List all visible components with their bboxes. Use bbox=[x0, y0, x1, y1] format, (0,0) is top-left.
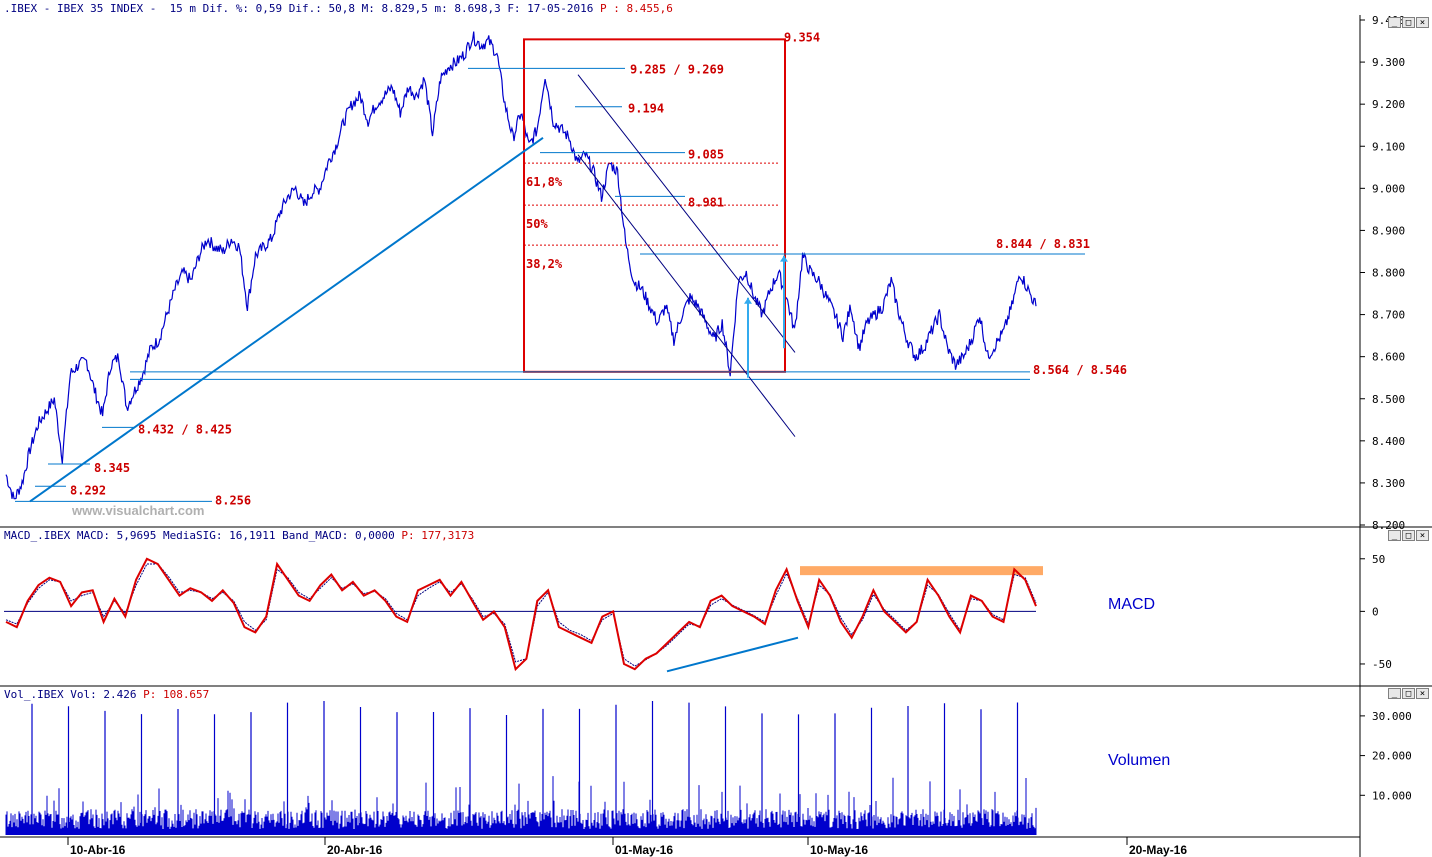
uptrend-line bbox=[29, 137, 544, 503]
level-label: 8.256 bbox=[215, 493, 251, 507]
vol-minimize-button[interactable]: _ bbox=[1388, 688, 1401, 699]
price-y-tick-label: 9.100 bbox=[1372, 140, 1405, 153]
price-y-tick-label: 8.200 bbox=[1372, 519, 1405, 532]
fib-label: 38,2% bbox=[526, 257, 563, 271]
macd-panel-label: MACD bbox=[1108, 596, 1156, 613]
price-y-tick-label: 8.500 bbox=[1372, 393, 1405, 406]
arrow-head bbox=[744, 297, 752, 304]
macd-y-tick-label: -50 bbox=[1372, 658, 1392, 671]
volume-panel-label: Volumen bbox=[1108, 752, 1171, 769]
date-label: 20-Abr-16 bbox=[327, 843, 383, 857]
date-label: 20-May-16 bbox=[1129, 843, 1187, 857]
volume-y-tick-label: 30.000 bbox=[1372, 710, 1412, 723]
level-label: 8.292 bbox=[70, 483, 106, 497]
level-label: 9.194 bbox=[628, 102, 664, 116]
level-label: 9.285 / 9.269 bbox=[630, 62, 724, 76]
price-restore-button[interactable]: □ bbox=[1402, 17, 1415, 28]
price-y-tick-label: 9.300 bbox=[1372, 56, 1405, 69]
price-header: .IBEX - IBEX 35 INDEX - 15 m Dif. %: 0,5… bbox=[4, 2, 673, 15]
price-y-tick-label: 8.900 bbox=[1372, 224, 1405, 237]
macd-header-p: P: 177,3173 bbox=[401, 529, 475, 542]
volume-y-tick-label: 20.000 bbox=[1372, 750, 1412, 763]
macd-header-text: MACD_.IBEX MACD: 5,9695 MediaSIG: 16,191… bbox=[4, 529, 395, 542]
level-label: 8.564 / 8.546 bbox=[1033, 363, 1127, 377]
price-y-tick-label: 8.400 bbox=[1372, 435, 1405, 448]
price-header-p: P : 8.455,6 bbox=[600, 2, 673, 15]
macd-close-button[interactable]: × bbox=[1416, 530, 1429, 541]
fib-label: 61,8% bbox=[526, 175, 563, 189]
vol-restore-button[interactable]: □ bbox=[1402, 688, 1415, 699]
volume-spikes bbox=[31, 701, 1019, 835]
volume-bars bbox=[5, 776, 1037, 835]
fib-label: 50% bbox=[526, 217, 548, 231]
level-label: 8.345 bbox=[94, 461, 130, 475]
level-label: 9.085 bbox=[688, 148, 724, 162]
macd-highlight-band bbox=[800, 566, 1043, 576]
price-y-tick-label: 9.000 bbox=[1372, 182, 1405, 195]
channel-lower-line bbox=[577, 154, 796, 437]
price-y-tick-label: 8.300 bbox=[1372, 477, 1405, 490]
price-minimize-button[interactable]: _ bbox=[1388, 17, 1401, 28]
macd-y-tick-label: 50 bbox=[1372, 553, 1385, 566]
price-close-button[interactable]: × bbox=[1416, 17, 1429, 28]
macd-signal-line bbox=[5, 563, 1037, 667]
date-label: 01-May-16 bbox=[615, 843, 673, 857]
vol-header-text: Vol_.IBEX Vol: 2.426 bbox=[4, 688, 137, 701]
arrow-head bbox=[780, 255, 788, 262]
vol-header-p: P: 108.657 bbox=[143, 688, 210, 701]
macd-restore-button[interactable]: □ bbox=[1402, 530, 1415, 541]
level-label: 8.981 bbox=[688, 195, 724, 209]
macd-header: MACD_.IBEX MACD: 5,9695 MediaSIG: 16,191… bbox=[4, 529, 474, 542]
price-y-tick-label: 8.700 bbox=[1372, 309, 1405, 322]
macd-minimize-button[interactable]: _ bbox=[1388, 530, 1401, 541]
date-label: 10-Abr-16 bbox=[70, 843, 126, 857]
price-header-text: .IBEX - IBEX 35 INDEX - 15 m Dif. %: 0,5… bbox=[4, 2, 594, 15]
watermark: www.visualchart.com bbox=[71, 503, 204, 518]
macd-line bbox=[5, 557, 1037, 672]
vol-close-button[interactable]: × bbox=[1416, 688, 1429, 699]
price-y-tick-label: 9.200 bbox=[1372, 98, 1405, 111]
date-label: 10-May-16 bbox=[810, 843, 868, 857]
level-label: 8.844 / 8.831 bbox=[996, 237, 1090, 251]
macd-divergence-line bbox=[666, 636, 799, 673]
price-y-tick-label: 8.600 bbox=[1372, 351, 1405, 364]
macd-y-tick-label: 0 bbox=[1372, 605, 1379, 618]
vol-header: Vol_.IBEX Vol: 2.426 P: 108.657 bbox=[4, 688, 209, 701]
price-y-tick-label: 8.800 bbox=[1372, 267, 1405, 280]
level-label: 9.354 bbox=[784, 30, 820, 44]
channel-upper-line bbox=[577, 74, 796, 353]
price-line bbox=[5, 31, 1037, 500]
level-label: 8.432 / 8.425 bbox=[138, 422, 232, 436]
volume-y-tick-label: 10.000 bbox=[1372, 789, 1412, 802]
